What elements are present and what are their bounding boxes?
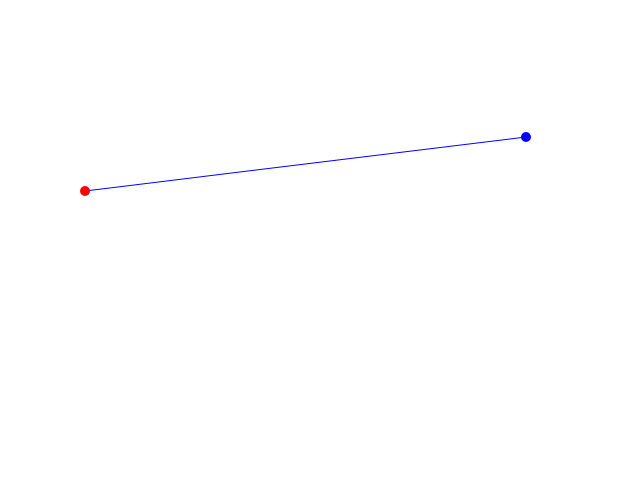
start-point: [80, 186, 90, 196]
end-point: [521, 132, 531, 142]
connector-line: [84, 136, 527, 192]
